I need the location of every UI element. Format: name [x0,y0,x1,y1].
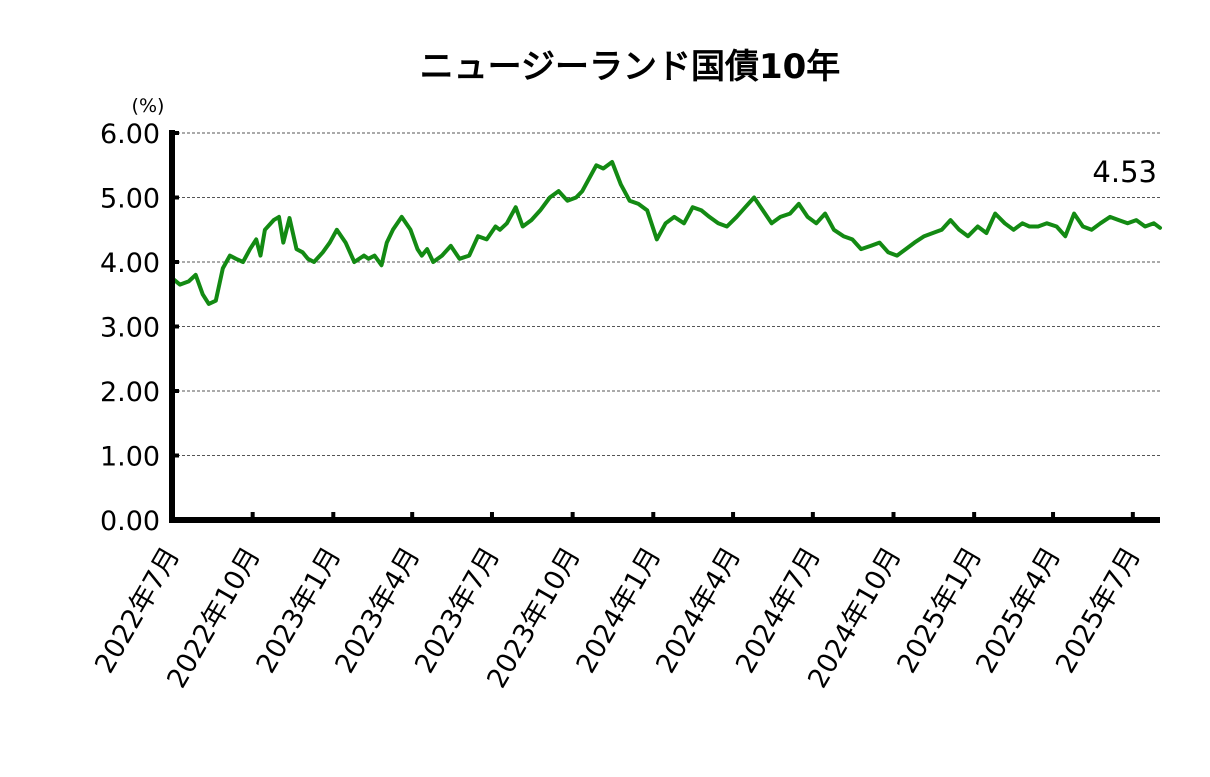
y-tick-label: 0.00 [100,506,160,537]
y-tick-labels: 0.00 1.00 2.00 3.00 4.00 5.00 6.00 [100,119,160,537]
series-layer [170,160,1162,306]
series-line [170,160,1162,306]
y-unit-label: (%) [132,95,165,117]
x-tick-label: 2025年7月 [1050,542,1147,679]
y-tick-label: 6.00 [100,119,160,150]
y-tick-label: 2.00 [100,377,160,408]
y-tick-label: 4.00 [100,248,160,279]
x-tick-label: 2024年7月 [730,542,827,679]
axes [169,130,1160,523]
y-tick-label: 3.00 [100,313,160,344]
x-tick-label: 2022年7月 [89,542,186,679]
last-value-label: 4.53 [1092,155,1157,189]
chart-title: ニュージーランド国債10年 [420,47,841,87]
y-tick-label: 1.00 [100,442,160,473]
gridlines [172,132,1160,456]
y-tick-label: 5.00 [100,184,160,215]
x-tick-label: 2023年7月 [409,542,506,679]
x-tick-labels: 2022年7月2022年10月2023年1月2023年4月2023年7月2023… [89,542,1147,694]
